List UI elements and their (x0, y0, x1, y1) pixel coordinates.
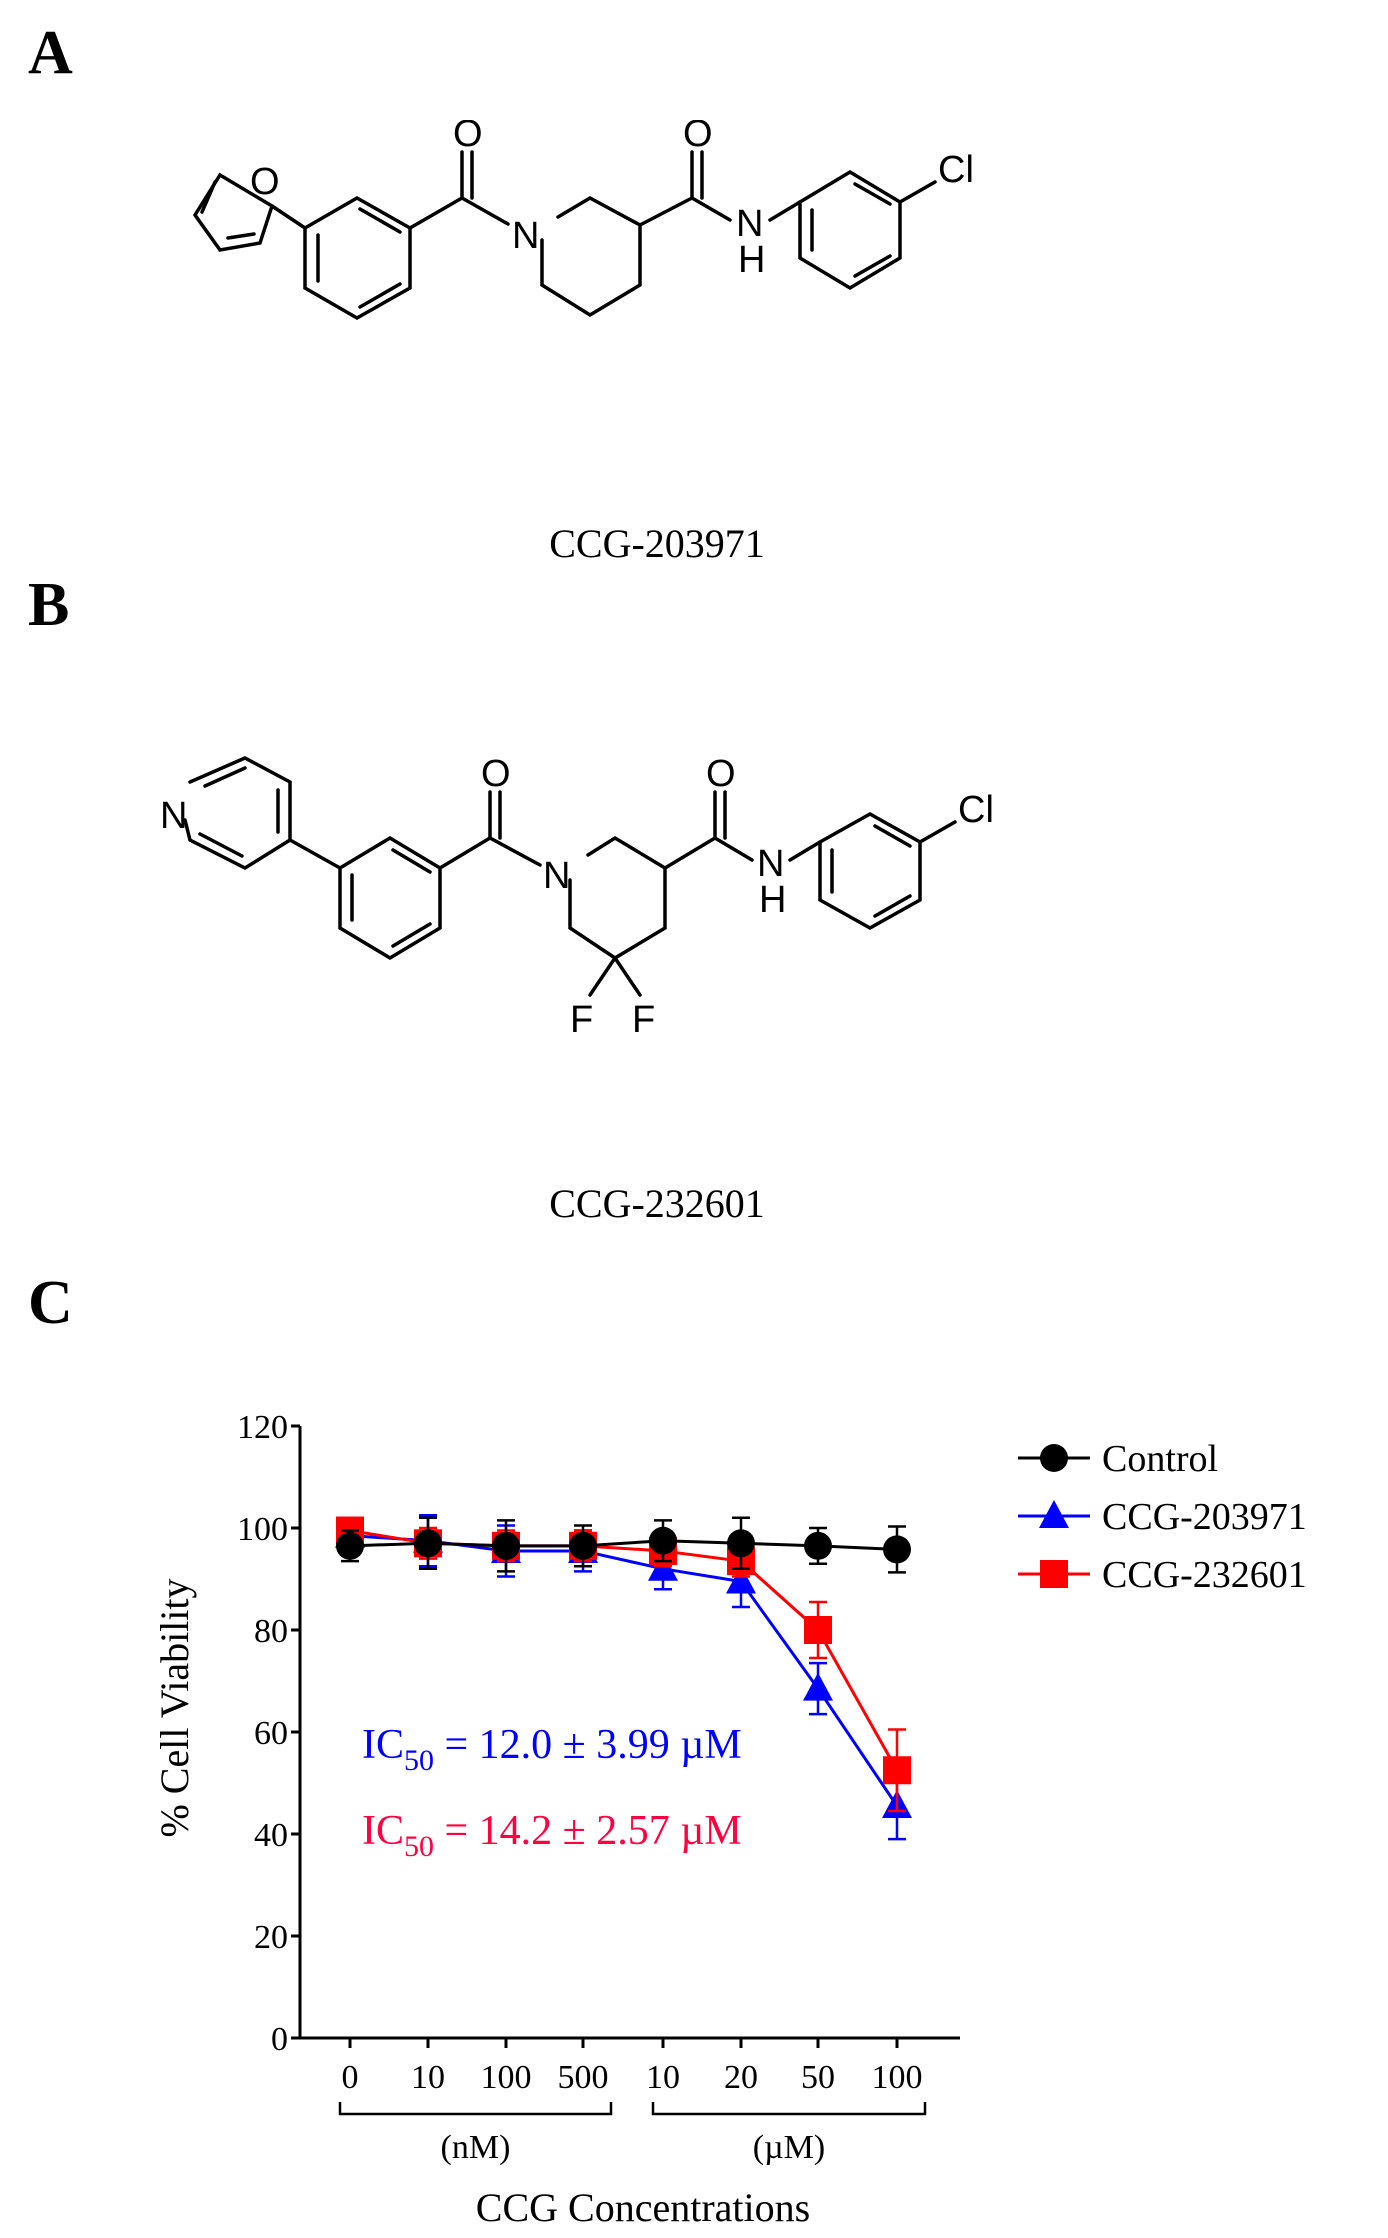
panel-letter-a: A (28, 19, 73, 87)
legend-label: Control (1102, 1438, 1218, 1480)
atom-o-carbonyl2: O (683, 120, 713, 155)
y-tick-label: 0 (271, 2021, 288, 2058)
atom-f2: F (632, 999, 655, 1041)
atom-cl: Cl (958, 789, 994, 831)
atom-n-ring: N (512, 215, 539, 257)
data-point (883, 1535, 911, 1564)
legend-label: CCG-232601 (1102, 1554, 1307, 1596)
caption-ccg-203971: CCG-203971 (549, 521, 765, 566)
viability-chart: 0 20 40 60 80 100 120 0 10 100 500 10 20 50 100 (nM) (µ… (152, 1409, 1307, 2230)
structure-ccg-232601: N O O N N H Cl F F (160, 753, 994, 1041)
x-axis-label: CCG Concentrations (476, 2185, 810, 2230)
data-point (1040, 1560, 1068, 1588)
data-point (336, 1531, 364, 1560)
data-point (492, 1531, 520, 1560)
data-point (726, 1565, 756, 1594)
atom-n-amide: N (736, 203, 763, 245)
legend-label: CCG-203971 (1102, 1496, 1307, 1538)
x-tick-label: 50 (801, 2059, 835, 2096)
group-label: (nM) (441, 2129, 511, 2166)
atom-h-amide: H (759, 879, 786, 921)
data-point (649, 1526, 677, 1555)
data-point (414, 1529, 442, 1558)
atom-o-furan: O (250, 161, 280, 203)
y-tick-label: 120 (237, 1409, 288, 1446)
atom-n-pyridine: N (160, 795, 187, 837)
group-bracket (338, 2102, 613, 2116)
group-bracket (651, 2102, 927, 2116)
data-point (804, 1531, 832, 1560)
atom-o-carbonyl2: O (706, 753, 736, 795)
x-tick-label: 10 (411, 2059, 445, 2096)
group-label: (µM) (753, 2129, 825, 2166)
panel-letter-c: C (28, 1269, 73, 1337)
x-tick-label: 0 (342, 2059, 359, 2096)
atom-o-carbonyl1: O (453, 120, 483, 155)
data-point (883, 1756, 911, 1785)
data-point (1039, 1500, 1069, 1528)
data-point (803, 1672, 833, 1701)
data-point (569, 1531, 597, 1560)
x-tick-label: 500 (558, 2059, 609, 2096)
structure-ccg-203971: O O O N N H Cl (192, 120, 974, 321)
data-point (804, 1616, 832, 1644)
ic50-annotation: IC50 = 12.0 ± 3.99 µM (362, 1722, 742, 1777)
x-tick-label: 100 (481, 2059, 532, 2096)
y-tick-label: 20 (254, 1919, 288, 1956)
y-tick-label: 40 (254, 1817, 288, 1854)
panel-letter-b: B (28, 571, 70, 639)
atom-cl: Cl (938, 149, 974, 191)
atom-h-amide: H (738, 239, 765, 281)
atom-n-ring: N (543, 855, 570, 897)
y-axis-label: % Cell Viability (152, 1578, 197, 1837)
x-tick-label: 100 (872, 2059, 923, 2096)
ic50-annotation: IC50 = 14.2 ± 2.57 µM (362, 1808, 742, 1863)
data-point (727, 1529, 755, 1558)
y-tick-label: 100 (237, 1511, 288, 1548)
atom-f1: F (570, 999, 593, 1041)
caption-ccg-232601: CCG-232601 (549, 1181, 765, 1226)
x-tick-label: 10 (646, 2059, 680, 2096)
atom-n-amide: N (757, 843, 784, 885)
data-point (1040, 1444, 1068, 1472)
y-tick-label: 60 (254, 1715, 288, 1752)
y-tick-label: 80 (254, 1613, 288, 1650)
x-tick-label: 20 (724, 2059, 758, 2096)
series-control (336, 1516, 911, 1574)
atom-o-carbonyl1: O (481, 753, 511, 795)
